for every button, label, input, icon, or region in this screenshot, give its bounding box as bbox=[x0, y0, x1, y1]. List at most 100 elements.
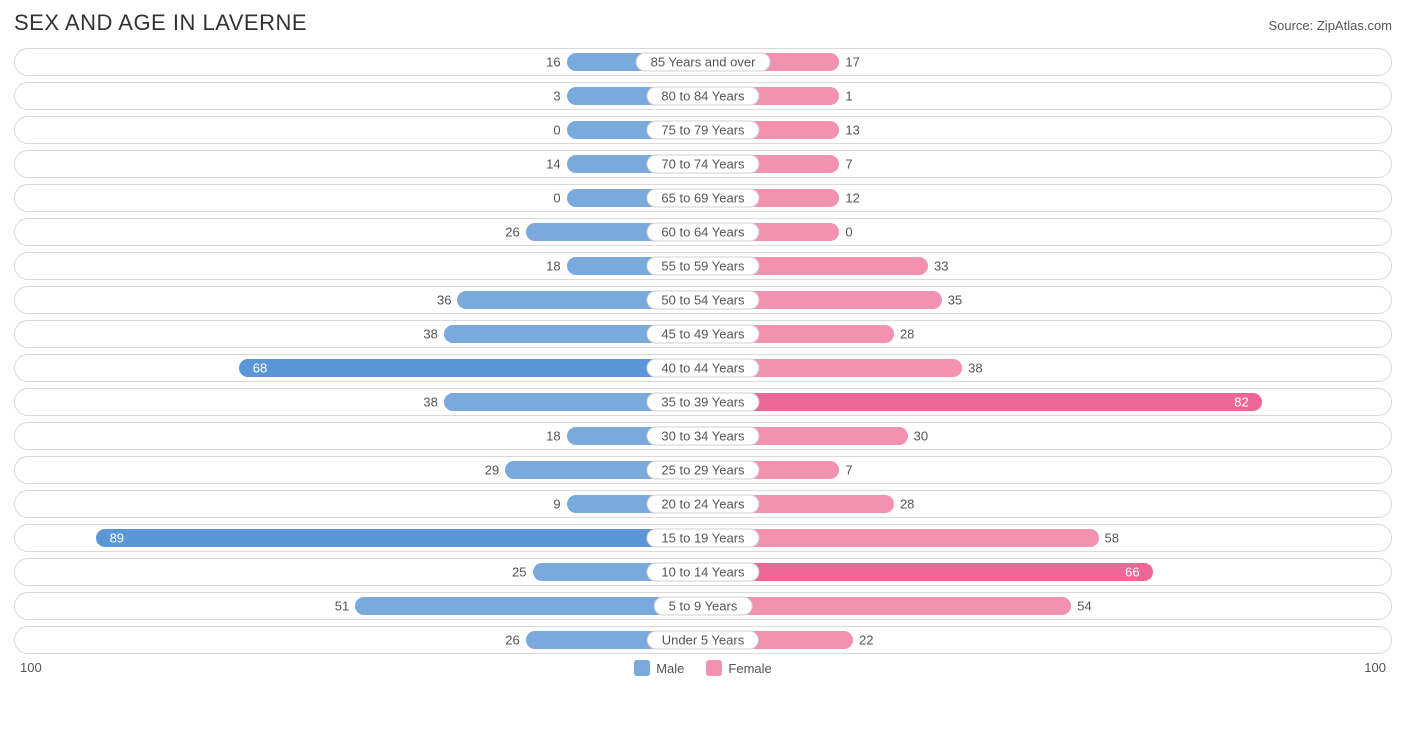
pyramid-row: 51 54 5 to 9 Years bbox=[14, 592, 1392, 620]
female-value: 0 bbox=[845, 225, 852, 240]
male-value: 26 bbox=[505, 633, 519, 648]
age-group-label: 40 to 44 Years bbox=[646, 359, 759, 378]
pyramid-row: 38 28 45 to 49 Years bbox=[14, 320, 1392, 348]
pyramid-row: 3180 to 84 Years bbox=[14, 82, 1392, 110]
pyramid-row: 89 58 15 to 19 Years bbox=[14, 524, 1392, 552]
pyramid-row-inner: 18 30 30 to 34 Years bbox=[21, 427, 1385, 445]
female-value: 28 bbox=[900, 497, 914, 512]
pyramid-row: 9 28 20 to 24 Years bbox=[14, 490, 1392, 518]
age-group-label: 20 to 24 Years bbox=[646, 495, 759, 514]
female-value: 54 bbox=[1077, 599, 1091, 614]
male-value: 89 bbox=[110, 531, 124, 546]
legend-swatch-female bbox=[706, 660, 722, 676]
male-bar bbox=[239, 359, 703, 377]
male-value: 26 bbox=[505, 225, 519, 240]
legend: Male Female bbox=[634, 660, 772, 676]
legend-item-male: Male bbox=[634, 660, 684, 676]
age-group-label: 5 to 9 Years bbox=[654, 597, 753, 616]
male-value: 51 bbox=[335, 599, 349, 614]
pyramid-row-inner: 38 28 45 to 49 Years bbox=[21, 325, 1385, 343]
male-value: 38 bbox=[423, 395, 437, 410]
pyramid-row-inner: 18 33 55 to 59 Years bbox=[21, 257, 1385, 275]
pyramid-row-inner: 388235 to 39 Years bbox=[21, 393, 1385, 411]
pyramid-row-inner: 256610 to 14 Years bbox=[21, 563, 1385, 581]
pyramid-row-inner: 9 28 20 to 24 Years bbox=[21, 495, 1385, 513]
female-value: 30 bbox=[914, 429, 928, 444]
chart-source: Source: ZipAtlas.com bbox=[1268, 18, 1392, 33]
age-group-label: 30 to 34 Years bbox=[646, 427, 759, 446]
age-group-label: 85 Years and over bbox=[636, 53, 771, 72]
legend-item-female: Female bbox=[706, 660, 771, 676]
male-value: 38 bbox=[423, 327, 437, 342]
pyramid-row: 0 13 75 to 79 Years bbox=[14, 116, 1392, 144]
pyramid-row-inner: 3180 to 84 Years bbox=[21, 87, 1385, 105]
pyramid-row: 01265 to 69 Years bbox=[14, 184, 1392, 212]
female-value: 7 bbox=[845, 157, 852, 172]
age-group-label: 65 to 69 Years bbox=[646, 189, 759, 208]
pyramid-row: 14 7 70 to 74 Years bbox=[14, 150, 1392, 178]
female-value: 22 bbox=[859, 633, 873, 648]
age-group-label: 70 to 74 Years bbox=[646, 155, 759, 174]
pyramid-row-inner: 2622Under 5 Years bbox=[21, 631, 1385, 649]
female-bar bbox=[703, 393, 1262, 411]
male-value: 36 bbox=[437, 293, 451, 308]
male-value: 3 bbox=[553, 89, 560, 104]
female-value: 38 bbox=[968, 361, 982, 376]
female-value: 7 bbox=[845, 463, 852, 478]
male-value: 16 bbox=[546, 55, 560, 70]
pyramid-row-inner: 16 17 85 Years and over bbox=[21, 53, 1385, 71]
pyramid-row: 256610 to 14 Years bbox=[14, 558, 1392, 586]
pyramid-row-inner: 89 58 15 to 19 Years bbox=[21, 529, 1385, 547]
pyramid-row: 16 17 85 Years and over bbox=[14, 48, 1392, 76]
pyramid-row: 26 0 60 to 64 Years bbox=[14, 218, 1392, 246]
male-bar bbox=[96, 529, 703, 547]
pyramid-row: 683840 to 44 Years bbox=[14, 354, 1392, 382]
pyramid-row: 388235 to 39 Years bbox=[14, 388, 1392, 416]
male-value: 18 bbox=[546, 429, 560, 444]
female-value: 12 bbox=[845, 191, 859, 206]
pyramid-row: 18 33 55 to 59 Years bbox=[14, 252, 1392, 280]
population-pyramid-chart: 161785 Years and over3180 to 84 Years013… bbox=[14, 48, 1392, 654]
age-group-label: 10 to 14 Years bbox=[646, 563, 759, 582]
male-bar bbox=[355, 597, 703, 615]
male-value: 14 bbox=[546, 157, 560, 172]
pyramid-row: 2622Under 5 Years bbox=[14, 626, 1392, 654]
pyramid-row-inner: 01265 to 69 Years bbox=[21, 189, 1385, 207]
female-value: 1 bbox=[845, 89, 852, 104]
age-group-label: 50 to 54 Years bbox=[646, 291, 759, 310]
female-value: 13 bbox=[845, 123, 859, 138]
male-value: 9 bbox=[553, 497, 560, 512]
axis-row: 100 Male Female 100 bbox=[14, 660, 1392, 676]
male-value: 18 bbox=[546, 259, 560, 274]
chart-header: SEX AND AGE IN LAVERNE Source: ZipAtlas.… bbox=[14, 10, 1392, 36]
pyramid-row-inner: 26 0 60 to 64 Years bbox=[21, 223, 1385, 241]
pyramid-row-inner: 29 7 25 to 29 Years bbox=[21, 461, 1385, 479]
age-group-label: 60 to 64 Years bbox=[646, 223, 759, 242]
age-group-label: 45 to 49 Years bbox=[646, 325, 759, 344]
chart-title: SEX AND AGE IN LAVERNE bbox=[14, 10, 307, 36]
female-value: 28 bbox=[900, 327, 914, 342]
female-value: 17 bbox=[845, 55, 859, 70]
legend-swatch-male bbox=[634, 660, 650, 676]
female-value: 35 bbox=[948, 293, 962, 308]
male-value: 29 bbox=[485, 463, 499, 478]
pyramid-row: 29 7 25 to 29 Years bbox=[14, 456, 1392, 484]
age-group-label: 25 to 29 Years bbox=[646, 461, 759, 480]
female-bar bbox=[703, 529, 1099, 547]
pyramid-row: 18 30 30 to 34 Years bbox=[14, 422, 1392, 450]
pyramid-row-inner: 51 54 5 to 9 Years bbox=[21, 597, 1385, 615]
pyramid-row: 36 35 50 to 54 Years bbox=[14, 286, 1392, 314]
pyramid-row-inner: 683840 to 44 Years bbox=[21, 359, 1385, 377]
pyramid-row-inner: 36 35 50 to 54 Years bbox=[21, 291, 1385, 309]
legend-label-female: Female bbox=[728, 661, 771, 676]
male-value: 0 bbox=[553, 123, 560, 138]
age-group-label: 75 to 79 Years bbox=[646, 121, 759, 140]
female-value: 33 bbox=[934, 259, 948, 274]
female-value: 58 bbox=[1105, 531, 1119, 546]
pyramid-row-inner: 0 13 75 to 79 Years bbox=[21, 121, 1385, 139]
age-group-label: 15 to 19 Years bbox=[646, 529, 759, 548]
axis-right-max: 100 bbox=[1364, 660, 1386, 676]
age-group-label: 55 to 59 Years bbox=[646, 257, 759, 276]
age-group-label: 35 to 39 Years bbox=[646, 393, 759, 412]
axis-left-max: 100 bbox=[20, 660, 42, 676]
